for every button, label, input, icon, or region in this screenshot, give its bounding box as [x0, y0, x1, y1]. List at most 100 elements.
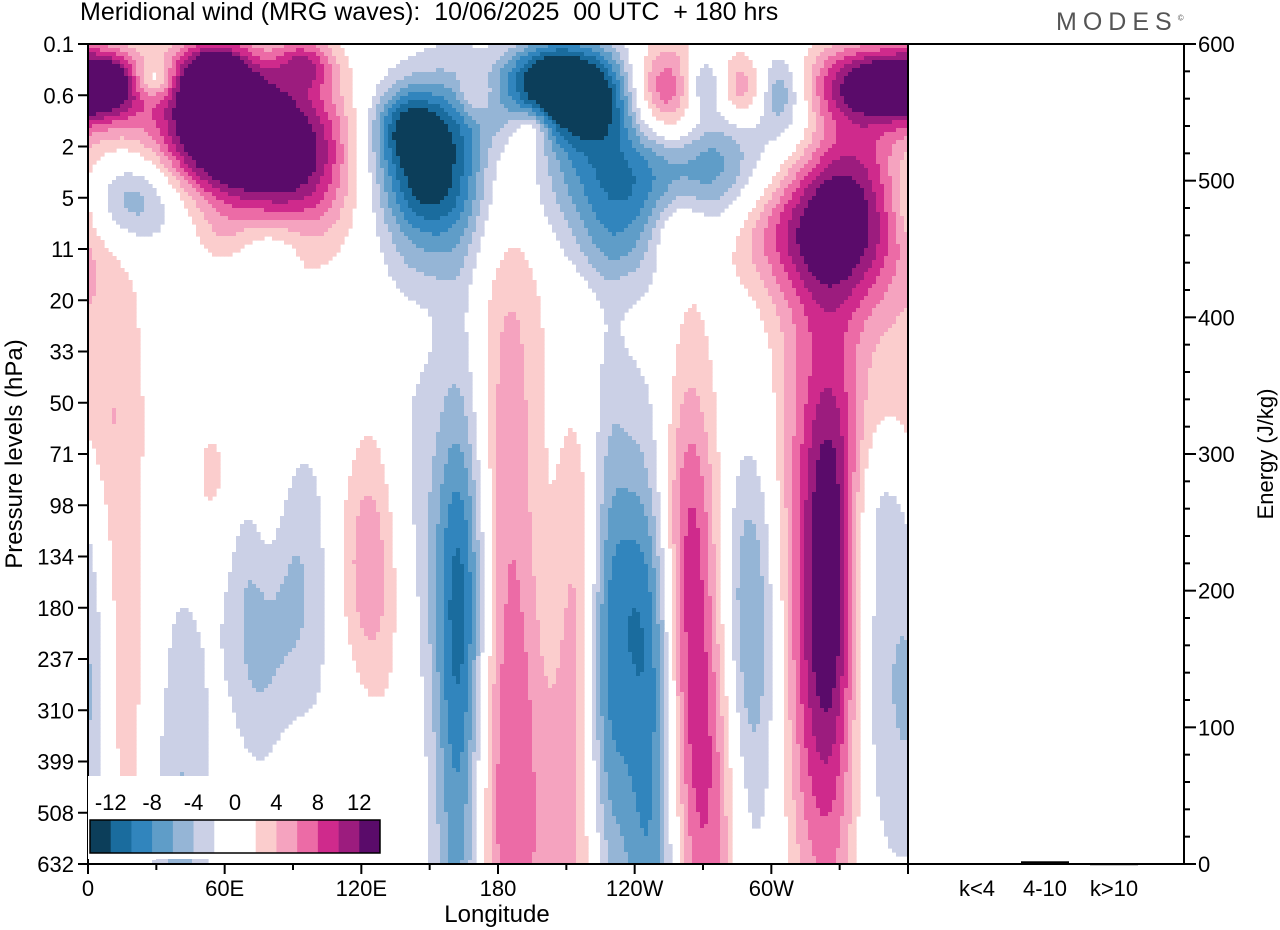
contour-cell — [312, 60, 317, 65]
contour-cell — [300, 152, 305, 157]
contour-cell — [556, 124, 561, 129]
contour-cell — [564, 124, 569, 129]
contour-cell — [308, 144, 313, 149]
contour-cell — [728, 80, 733, 85]
contour-cell — [144, 144, 149, 149]
contour-cell — [668, 144, 673, 149]
contour-cell — [756, 128, 761, 133]
contour-cell — [856, 84, 861, 89]
contour-cell — [648, 136, 653, 141]
contour-cell — [204, 48, 209, 53]
contour-cell — [480, 152, 485, 157]
contour-cell — [640, 144, 645, 149]
contour-cell — [252, 48, 257, 53]
contour-cell — [768, 132, 773, 137]
contour-cell — [608, 72, 613, 77]
contour-cell — [268, 100, 273, 105]
contour-cell — [668, 48, 673, 53]
contour-cell — [304, 112, 309, 117]
contour-cell — [304, 88, 309, 93]
contour-cell — [592, 144, 597, 149]
contour-cell — [184, 84, 189, 89]
contour-cell — [836, 128, 841, 133]
contour-cell — [436, 132, 441, 137]
contour-cell — [292, 88, 297, 93]
contour-cell — [484, 136, 489, 141]
contour-cell — [624, 96, 629, 101]
contour-cell — [844, 108, 849, 113]
contour-cell — [144, 148, 149, 153]
contour-cell — [660, 56, 665, 61]
contour-cell — [108, 88, 113, 93]
contour-cell — [276, 92, 281, 97]
contour-cell — [828, 140, 833, 145]
contour-cell — [476, 140, 481, 145]
contour-cell — [868, 128, 873, 133]
contour-cell — [416, 136, 421, 141]
contour-cell — [536, 112, 541, 117]
contour-cell — [780, 88, 785, 93]
contour-cell — [480, 108, 485, 113]
contour-cell — [624, 88, 629, 93]
contour-cell — [584, 92, 589, 97]
contour-cell — [548, 108, 553, 113]
contour-cell — [840, 128, 845, 133]
contour-cell — [888, 128, 893, 133]
contour-cell — [616, 152, 621, 157]
contour-cell — [116, 80, 121, 85]
contour-cell — [240, 64, 245, 69]
contour-cell — [608, 64, 613, 69]
contour-cell — [676, 92, 681, 97]
contour-cell — [292, 140, 297, 145]
contour-cell — [284, 56, 289, 61]
contour-cell — [420, 92, 425, 97]
contour-cell — [856, 112, 861, 117]
contour-cell — [264, 116, 269, 121]
contour-cell — [472, 80, 477, 85]
contour-cell — [432, 124, 437, 129]
contour-cell — [272, 100, 277, 105]
contour-cell — [812, 112, 817, 117]
contour-cell — [284, 60, 289, 65]
contour-cell — [284, 72, 289, 77]
contour-cell — [884, 124, 889, 129]
contour-cell — [216, 144, 221, 149]
contour-cell — [92, 56, 97, 61]
contour-cell — [552, 60, 557, 65]
contour-cell — [620, 108, 625, 113]
contour-cell — [436, 80, 441, 85]
contour-cell — [516, 72, 521, 77]
contour-cell — [604, 48, 609, 53]
contour-cell — [132, 88, 137, 93]
contour-cell — [164, 132, 169, 137]
contour-cell — [700, 136, 705, 141]
contour-cell — [320, 80, 325, 85]
contour-cell — [436, 148, 441, 153]
contour-cell — [284, 152, 289, 157]
contour-cell — [420, 100, 425, 105]
contour-cell — [112, 72, 117, 77]
contour-cell — [396, 68, 401, 73]
contour-cell — [320, 152, 325, 157]
contour-cell — [380, 124, 385, 129]
contour-cell — [420, 68, 425, 73]
contour-cell — [580, 136, 585, 141]
contour-cell — [96, 140, 101, 145]
contour-cell — [608, 60, 613, 65]
contour-cell — [608, 144, 613, 149]
contour-cell — [432, 60, 437, 65]
contour-cell — [96, 64, 101, 69]
contour-cell — [688, 148, 693, 153]
contour-cell — [700, 80, 705, 85]
contour-cell — [676, 116, 681, 121]
contour-cell — [580, 104, 585, 109]
contour-cell — [588, 84, 593, 89]
contour-cell — [772, 116, 777, 121]
contour-cell — [392, 136, 397, 141]
contour-cell — [200, 48, 205, 53]
contour-cell — [776, 100, 781, 105]
contour-cell — [472, 136, 477, 141]
contour-cell — [124, 116, 129, 121]
contour-cell — [592, 52, 597, 57]
contour-cell — [176, 56, 181, 61]
